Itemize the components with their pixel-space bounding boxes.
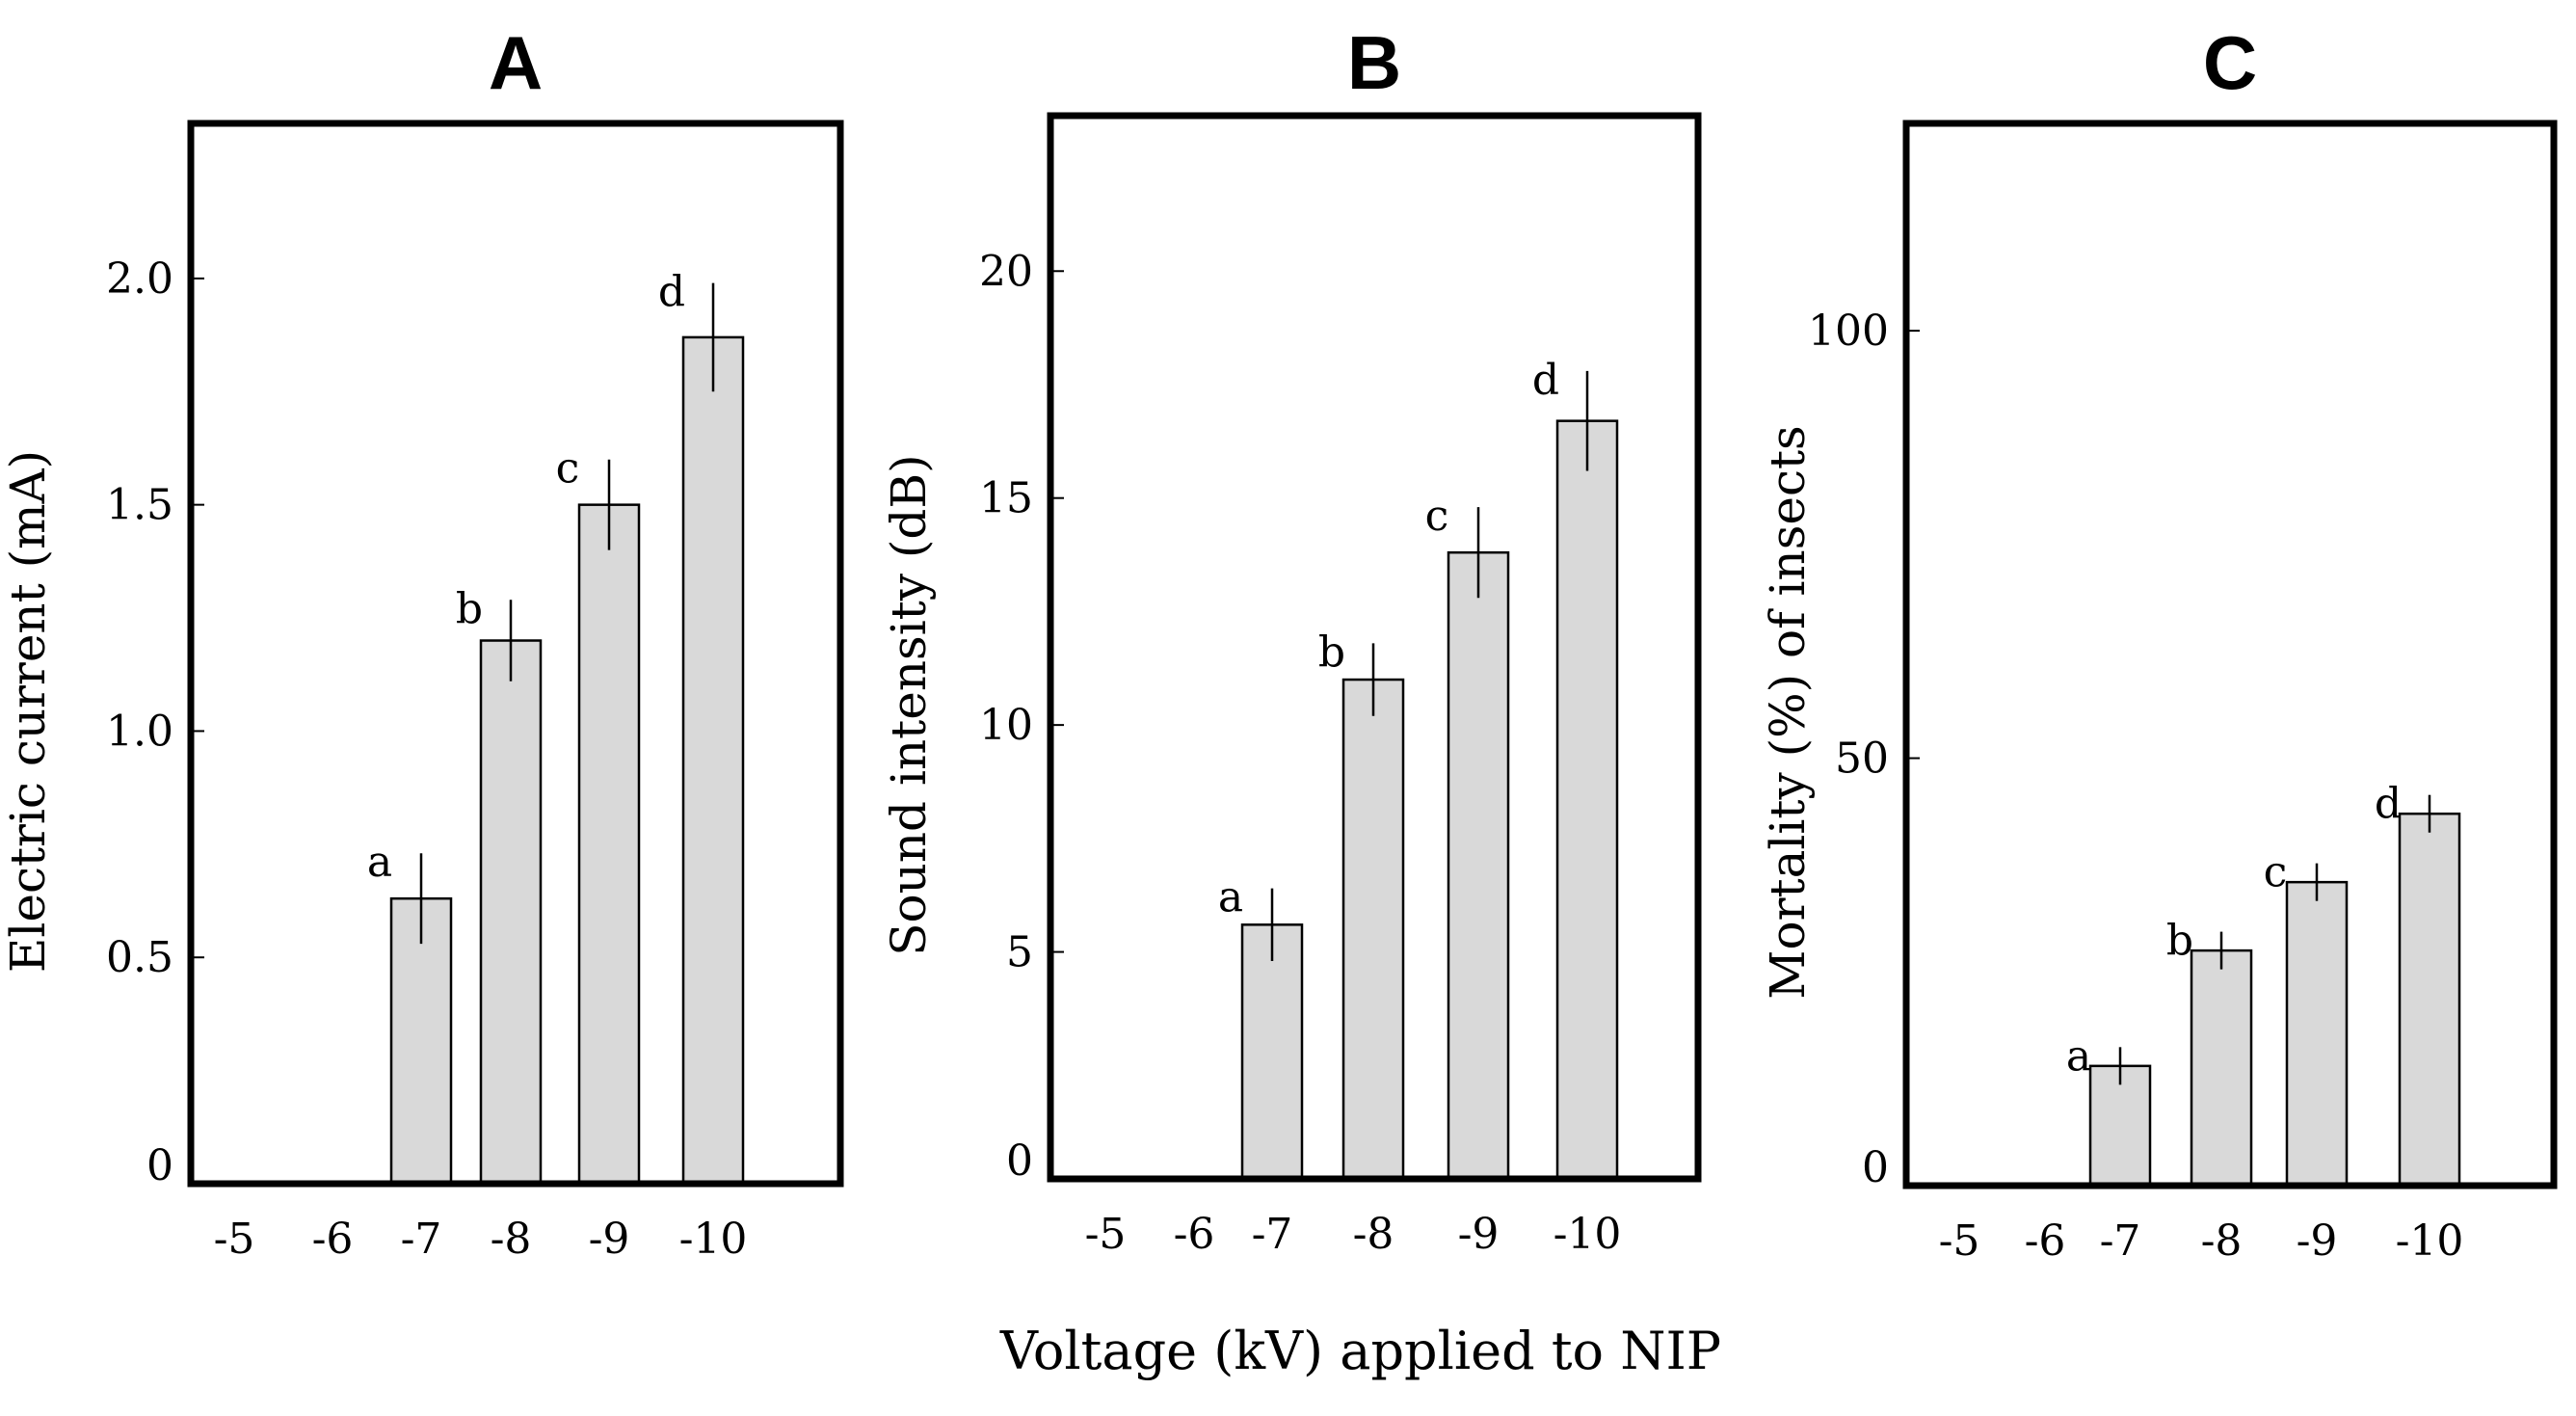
- bar--8: [1341, 678, 1405, 1181]
- significance-label: a: [2066, 1031, 2091, 1081]
- x-tick-label: -7: [401, 1215, 442, 1264]
- x-tick-label: -7: [1252, 1210, 1293, 1259]
- x-tick-label: -5: [214, 1215, 255, 1264]
- y-tick-label: 10: [979, 701, 1033, 750]
- x-tick-label: -6: [312, 1215, 354, 1264]
- y-tick-label: 100: [1808, 307, 1889, 356]
- y-tick-label: 5: [1006, 928, 1033, 977]
- significance-label: b: [1318, 628, 1345, 677]
- x-tick-label: -6: [2025, 1216, 2066, 1266]
- significance-label: c: [2264, 848, 2288, 897]
- bar--10: [681, 335, 745, 1186]
- x-tick-label: -10: [2396, 1216, 2464, 1266]
- plot-frame: [1047, 112, 1702, 1183]
- bar--8: [479, 639, 543, 1186]
- significance-label: b: [2166, 917, 2193, 966]
- y-tick-label: 0.5: [106, 933, 173, 982]
- y-tick-label: 20: [979, 247, 1033, 296]
- y-tick-label: 50: [1835, 735, 1889, 784]
- y-axis-label: Mortality (%) of insects: [1760, 425, 1816, 999]
- significance-label: d: [658, 268, 685, 317]
- x-tick-label: -8: [491, 1215, 532, 1264]
- bar--9: [2285, 880, 2349, 1188]
- significance-label: c: [1425, 492, 1449, 541]
- y-axis-label: Electric current (mA): [0, 450, 56, 973]
- bar--9: [577, 503, 641, 1186]
- y-tick-label: 0: [146, 1141, 173, 1190]
- panel-b: B -5 -6 a -7 b -8 c -9 d -10 0 5 10 15 20 Sound intensit…: [881, 20, 1702, 1259]
- bar--10: [2398, 812, 2461, 1188]
- y-tick-label: 1.0: [106, 707, 173, 756]
- x-tick-label: -8: [2201, 1216, 2243, 1266]
- x-tick-label: -10: [1554, 1210, 1622, 1259]
- panel-a: A -5 -6 a -7 b -8 c -9 d -10 0 0.5 1.0 1.5 2.0 Electric …: [0, 20, 844, 1264]
- significance-label: a: [1218, 873, 1243, 922]
- x-axis-label: Voltage (kV) applied to NIP: [999, 1321, 1721, 1381]
- plot-frame: [1902, 120, 2558, 1189]
- x-tick-label: -9: [589, 1215, 630, 1264]
- plot-frame: [187, 120, 844, 1188]
- significance-label: a: [367, 838, 392, 887]
- bar--7: [1240, 923, 1304, 1181]
- bar--8: [2190, 948, 2253, 1188]
- x-tick-label: -10: [679, 1215, 748, 1264]
- x-tick-label: -5: [1939, 1216, 1980, 1266]
- bar--7: [389, 896, 453, 1186]
- x-tick-label: -7: [2100, 1216, 2141, 1266]
- y-tick-label: 1.5: [106, 481, 173, 530]
- y-tick-label: 15: [979, 474, 1033, 523]
- y-tick-label: 0: [1006, 1136, 1033, 1186]
- significance-label: d: [1532, 356, 1559, 405]
- bar--7: [2088, 1064, 2152, 1188]
- bar--10: [1555, 419, 1619, 1181]
- x-tick-label: -8: [1353, 1210, 1394, 1259]
- x-tick-label: -6: [1174, 1210, 1215, 1259]
- significance-label: d: [2375, 780, 2402, 829]
- x-tick-label: -5: [1085, 1210, 1127, 1259]
- x-tick-label: -9: [1458, 1210, 1500, 1259]
- y-tick-label: 2.0: [106, 254, 173, 304]
- panel-letter: A: [489, 20, 543, 105]
- panel-c: C -5 -6 a -7 b -8 c -9 d -10 0 50 100 Mortality (%) of…: [1760, 20, 2558, 1266]
- bar--9: [1447, 550, 1510, 1181]
- significance-label: c: [556, 444, 580, 494]
- panel-letter: B: [1347, 20, 1401, 105]
- y-tick-label: 0: [1862, 1143, 1889, 1192]
- y-axis-label: Sound intensity (dB): [881, 454, 937, 955]
- significance-label: b: [456, 584, 483, 633]
- panel-letter: C: [2203, 20, 2257, 105]
- x-tick-label: -9: [2297, 1216, 2338, 1266]
